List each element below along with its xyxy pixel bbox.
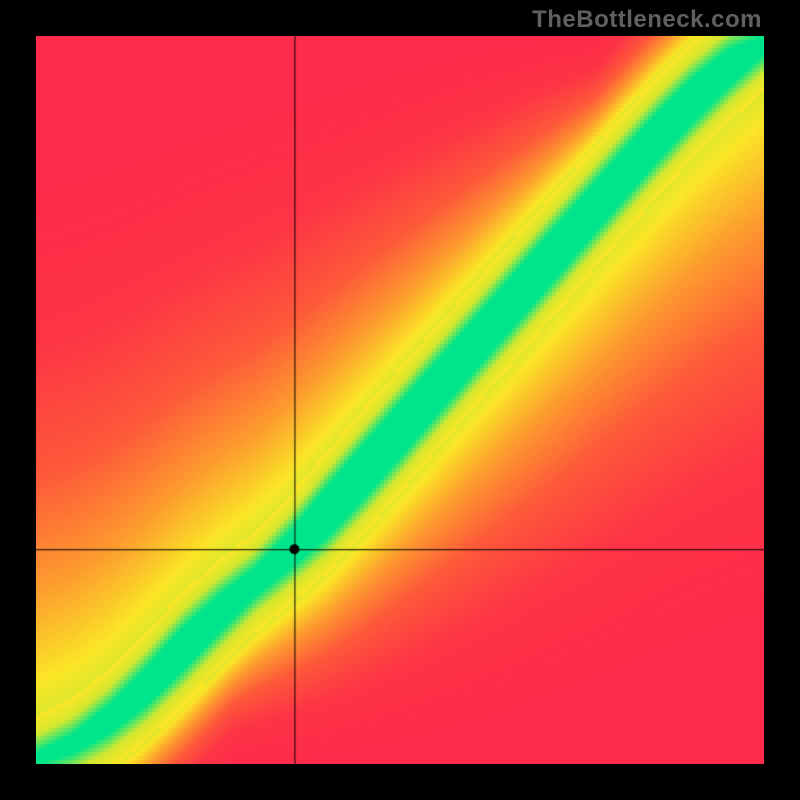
watermark-text: TheBottleneck.com bbox=[532, 6, 762, 34]
heatmap-canvas bbox=[36, 36, 764, 764]
chart-frame: TheBottleneck.com bbox=[0, 0, 800, 800]
heatmap-plot bbox=[36, 36, 764, 764]
